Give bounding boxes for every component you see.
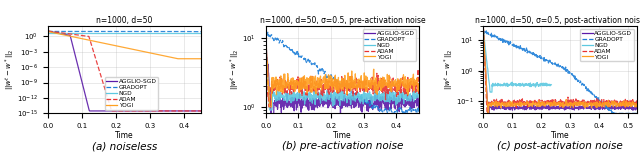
Title: n=1000, d=50, σ=0.5, pre-activation noise: n=1000, d=50, σ=0.5, pre-activation nois… <box>260 16 425 25</box>
Text: (a) noiseless: (a) noiseless <box>92 141 157 151</box>
Y-axis label: $||w^t - w^*||_2$: $||w^t - w^*||_2$ <box>442 49 454 90</box>
Text: (b) pre-activation noise: (b) pre-activation noise <box>282 141 403 151</box>
Legend: AGGLIO-SGD, GRADOPT, NGD, ADAM, YOGI: AGGLIO-SGD, GRADOPT, NGD, ADAM, YOGI <box>362 29 416 61</box>
Title: n=1000, d=50, σ=0.5, post-activation noise: n=1000, d=50, σ=0.5, post-activation noi… <box>476 16 640 25</box>
Title: n=1000, d=50: n=1000, d=50 <box>97 16 153 25</box>
X-axis label: Time: Time <box>115 131 134 139</box>
X-axis label: Time: Time <box>333 131 352 139</box>
Y-axis label: $||w^t - w^*||_2$: $||w^t - w^*||_2$ <box>228 49 241 90</box>
Legend: AGGLIO-SGD, GRADOPT, NGD, ADAM, YOGI: AGGLIO-SGD, GRADOPT, NGD, ADAM, YOGI <box>104 77 158 110</box>
Text: (c) post-activation noise: (c) post-activation noise <box>497 141 623 151</box>
Legend: AGGLIO-SGD, GRADOPT, NGD, ADAM, YOGI: AGGLIO-SGD, GRADOPT, NGD, ADAM, YOGI <box>580 29 634 61</box>
Y-axis label: $||w^t - w^*||_2$: $||w^t - w^*||_2$ <box>3 49 16 90</box>
X-axis label: Time: Time <box>551 131 570 139</box>
